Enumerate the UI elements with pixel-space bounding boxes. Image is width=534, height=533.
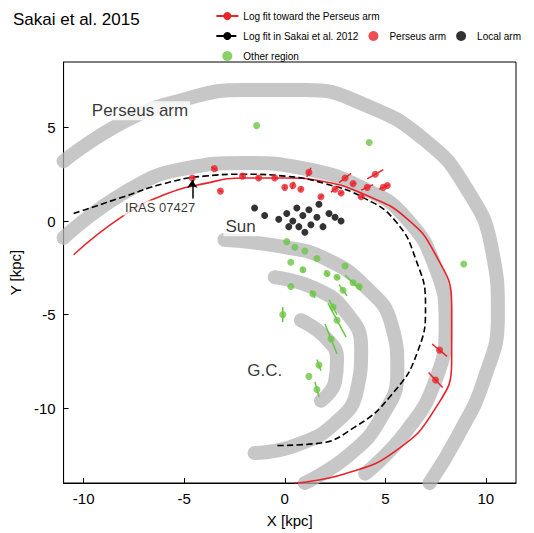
svg-text:Perseus arm: Perseus arm: [389, 31, 446, 42]
svg-text:Other region: Other region: [243, 51, 299, 62]
svg-text:Local arm: Local arm: [477, 31, 521, 42]
svg-text:IRAS 07427: IRAS 07427: [125, 200, 195, 215]
svg-text:-5: -5: [42, 306, 55, 323]
svg-text:-10: -10: [34, 400, 56, 417]
svg-text:Log fit in Sakai et al. 2012: Log fit in Sakai et al. 2012: [243, 31, 359, 42]
svg-text:Y [kpc]: Y [kpc]: [7, 250, 24, 296]
svg-text:5: 5: [47, 119, 55, 136]
svg-text:G.C.: G.C.: [247, 361, 282, 380]
svg-text:0: 0: [47, 213, 55, 230]
svg-text:X [kpc]: X [kpc]: [267, 512, 313, 529]
svg-text:Sakai et al. 2015: Sakai et al. 2015: [13, 10, 140, 29]
svg-text:Sun: Sun: [225, 217, 255, 236]
svg-text:Perseus arm: Perseus arm: [92, 101, 188, 120]
svg-text:5: 5: [381, 490, 389, 507]
svg-text:-10: -10: [73, 490, 95, 507]
svg-text:0: 0: [281, 490, 289, 507]
svg-text:-5: -5: [178, 490, 191, 507]
svg-text:10: 10: [477, 490, 494, 507]
svg-text:Log fit toward the Perseus arm: Log fit toward the Perseus arm: [243, 11, 379, 22]
